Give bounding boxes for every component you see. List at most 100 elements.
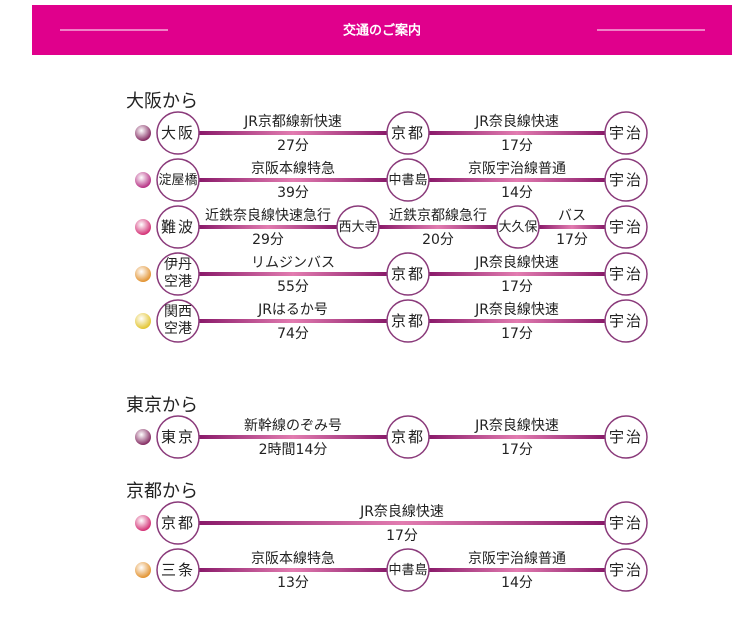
- route-line: [379, 225, 497, 229]
- station-label-box: 宇治: [608, 123, 643, 142]
- station-name: 宇治: [608, 311, 643, 330]
- travel-time: 17分: [501, 138, 533, 154]
- line-name: リムジンバス: [251, 255, 335, 271]
- station-name: 関西空港: [164, 304, 192, 337]
- line-name: 近鉄京都線急行: [389, 208, 487, 224]
- station-name: 伊丹空港: [164, 257, 192, 290]
- route-line: [199, 568, 387, 572]
- station: [604, 205, 648, 249]
- station: [386, 548, 430, 592]
- line-name: JR奈良線快速: [474, 302, 559, 318]
- station-label-box: 三条: [160, 560, 195, 579]
- route-line: [199, 319, 387, 323]
- station: [604, 299, 648, 343]
- route-dot: [135, 219, 151, 235]
- station-name: 宇治: [608, 264, 643, 283]
- station-name: 淀屋橋: [158, 172, 198, 188]
- station-name: 大久保: [498, 219, 538, 235]
- travel-time: 20分: [422, 232, 454, 248]
- travel-time: 14分: [501, 185, 533, 201]
- line-name: 京阪本線特急: [251, 161, 335, 177]
- line-name: 京阪本線特急: [251, 551, 335, 567]
- route-dot: [135, 515, 151, 531]
- station: [156, 252, 200, 296]
- station-name: 西大寺: [338, 219, 378, 235]
- line-name: JR奈良線快速: [474, 255, 559, 271]
- route-line: [429, 131, 605, 135]
- route-dot: [135, 266, 151, 282]
- route-dot: [135, 172, 151, 188]
- station-label-box: 西大寺: [338, 219, 378, 235]
- line-name: 京阪宇治線普通: [468, 551, 566, 567]
- station-label-box: 東京: [161, 428, 193, 445]
- route-line: [429, 435, 605, 439]
- station: [386, 252, 430, 296]
- station-label-box: 中書島: [388, 173, 427, 188]
- line-name: JR奈良線快速: [474, 114, 559, 130]
- route-line: [429, 568, 605, 572]
- travel-time: 14分: [501, 575, 533, 591]
- travel-time: 17分: [501, 326, 533, 342]
- route-line: [429, 272, 605, 276]
- station-label-box: 難波: [160, 217, 195, 236]
- section-title: 東京から: [126, 395, 198, 416]
- travel-time: 17分: [386, 528, 418, 544]
- route-line: [199, 131, 387, 135]
- travel-time: 29分: [252, 232, 284, 248]
- section-title: 京都から: [126, 481, 198, 502]
- station: [604, 501, 648, 545]
- station: [604, 111, 648, 155]
- route-dot: [135, 313, 151, 329]
- station: [604, 548, 648, 592]
- station: [156, 299, 200, 343]
- route-dot: [135, 562, 151, 578]
- station-label-box: 宇治: [608, 513, 643, 532]
- station-name: 宇治: [608, 123, 643, 142]
- station-label-box: 宇治: [609, 428, 641, 445]
- station-label-box: 宇治: [608, 264, 643, 283]
- route-line: [199, 178, 387, 182]
- station-name: 難波: [160, 217, 195, 236]
- station-name: 宇治: [608, 560, 643, 579]
- station-label-box: 宇治: [608, 217, 643, 236]
- travel-time: 2時間14分: [259, 442, 328, 458]
- section-title: 大阪から: [126, 91, 198, 112]
- station: [604, 415, 648, 459]
- station-label-box: 大久保: [498, 219, 538, 235]
- station-name: 京都: [390, 311, 425, 330]
- station-name: 大阪: [160, 123, 195, 142]
- route-line: [199, 521, 605, 525]
- line-name: JR京都線新快速: [243, 114, 342, 130]
- travel-time: 13分: [277, 575, 309, 591]
- travel-time: 17分: [501, 279, 533, 295]
- station: [156, 548, 200, 592]
- station-label-box: 京都: [390, 123, 425, 142]
- station-name: 宇治: [608, 513, 643, 532]
- station-name: 宇治: [608, 217, 643, 236]
- station-label-box: 京都: [161, 514, 193, 531]
- station: [156, 158, 200, 202]
- line-name: 新幹線のぞみ号: [244, 417, 342, 434]
- station-name: 三条: [160, 560, 195, 579]
- station: [386, 415, 430, 459]
- station-name: 京都: [390, 123, 425, 142]
- route-line: [539, 225, 605, 229]
- station: [604, 158, 648, 202]
- station-name: 京都: [390, 427, 425, 446]
- station-label-box: 大阪: [160, 123, 195, 142]
- travel-time: 17分: [556, 232, 588, 248]
- station-label-box: 関西空港: [164, 304, 192, 337]
- station-label-box: 宇治: [608, 311, 643, 330]
- travel-time: 17分: [501, 442, 533, 458]
- station-name: 中書島: [388, 562, 428, 578]
- station: [156, 205, 200, 249]
- route-line: [429, 178, 605, 182]
- station-label-box: 京都: [391, 265, 423, 282]
- station-label-box: 京都: [390, 311, 425, 330]
- header-title: 交通のご案内: [343, 23, 421, 39]
- travel-time: 55分: [277, 279, 309, 295]
- station: [156, 501, 200, 545]
- travel-time: 74分: [277, 326, 309, 342]
